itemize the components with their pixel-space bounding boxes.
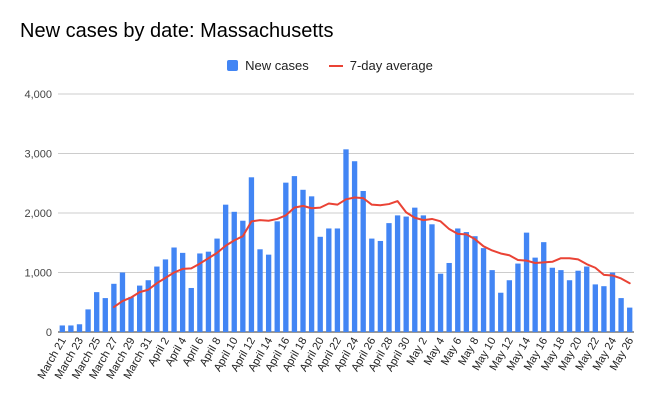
bar-new-cases[interactable]	[369, 238, 375, 332]
bar-new-cases[interactable]	[437, 273, 444, 332]
legend-swatch-bar	[227, 60, 239, 71]
bar-new-cases[interactable]	[102, 298, 108, 332]
y-tick-label: 1,000	[24, 268, 52, 280]
legend-item-7-day-average[interactable]: 7-day average	[328, 58, 433, 73]
bar-new-cases[interactable]	[128, 296, 134, 332]
bar-new-cases[interactable]	[377, 240, 384, 332]
bar-new-cases[interactable]	[412, 207, 418, 332]
bar-new-cases[interactable]	[343, 149, 349, 332]
bar-new-cases[interactable]	[240, 220, 246, 332]
bar-new-cases[interactable]	[549, 267, 555, 332]
bar-new-cases[interactable]	[68, 325, 74, 332]
bar-new-cases[interactable]	[429, 224, 435, 332]
bar-new-cases[interactable]	[171, 247, 177, 332]
bar-new-cases[interactable]	[498, 292, 504, 332]
y-tick-label: 0	[46, 327, 52, 339]
legend-item-new-cases[interactable]: New cases	[227, 58, 309, 73]
legend-label-new-cases: New cases	[245, 58, 309, 73]
bar-new-cases[interactable]	[601, 286, 607, 332]
bar-new-cases[interactable]	[231, 211, 237, 332]
bar-new-cases[interactable]	[584, 266, 590, 332]
bar-new-cases[interactable]	[162, 259, 169, 332]
bar-new-cases[interactable]	[291, 176, 298, 332]
bar-new-cases[interactable]	[592, 284, 598, 332]
y-tick-label: 4,000	[24, 89, 52, 101]
bar-new-cases[interactable]	[541, 242, 547, 332]
bar-new-cases[interactable]	[222, 204, 229, 332]
bar-new-cases[interactable]	[575, 270, 581, 332]
line-7-day-average[interactable]	[112, 196, 631, 309]
bar-new-cases[interactable]	[283, 182, 289, 332]
legend-swatch-line	[328, 64, 343, 67]
y-tick-label: 2,000	[24, 208, 52, 220]
bar-new-cases[interactable]	[85, 309, 91, 332]
bar-new-cases[interactable]	[360, 190, 366, 332]
bar-new-cases[interactable]	[274, 221, 280, 332]
bar-new-cases[interactable]	[137, 285, 143, 332]
bar-new-cases[interactable]	[197, 253, 203, 332]
bar-new-cases[interactable]	[94, 292, 100, 332]
bar-new-cases[interactable]	[523, 232, 530, 332]
bar-new-cases[interactable]	[248, 177, 255, 332]
bar-new-cases[interactable]	[394, 215, 401, 332]
bar-new-cases[interactable]	[532, 257, 538, 332]
bar-new-cases[interactable]	[455, 228, 461, 332]
bar-new-cases[interactable]	[506, 280, 513, 332]
bar-new-cases[interactable]	[308, 196, 315, 332]
bar-new-cases[interactable]	[472, 236, 478, 332]
bar-new-cases[interactable]	[326, 228, 332, 332]
bar-new-cases[interactable]	[257, 249, 263, 332]
bar-new-cases[interactable]	[214, 238, 220, 332]
bar-new-cases[interactable]	[558, 270, 564, 332]
legend: New cases 7-day average	[0, 58, 656, 73]
bar-new-cases[interactable]	[188, 287, 194, 332]
legend-label-7-day-average: 7-day average	[349, 58, 433, 73]
bar-new-cases[interactable]	[420, 215, 427, 332]
bar-new-cases[interactable]	[566, 280, 573, 332]
bar-new-cases[interactable]	[317, 236, 323, 332]
bar-new-cases[interactable]	[334, 228, 341, 332]
bar-new-cases[interactable]	[618, 298, 624, 332]
bar-new-cases[interactable]	[515, 263, 521, 332]
bar-new-cases[interactable]	[179, 252, 186, 332]
y-tick-label: 3,000	[24, 149, 52, 161]
bar-new-cases[interactable]	[59, 325, 65, 332]
bar-new-cases[interactable]	[351, 161, 358, 332]
bar-new-cases[interactable]	[446, 262, 452, 332]
bar-new-cases[interactable]	[386, 223, 392, 332]
bar-new-cases[interactable]	[609, 272, 616, 333]
bar-new-cases[interactable]	[627, 307, 633, 332]
bar-new-cases[interactable]	[265, 254, 272, 332]
bar-new-cases[interactable]	[145, 280, 151, 332]
bar-new-cases[interactable]	[300, 189, 306, 332]
bar-new-cases[interactable]	[76, 324, 83, 332]
bar-new-cases[interactable]	[403, 216, 409, 332]
bar-new-cases[interactable]	[463, 232, 470, 332]
bar-new-cases[interactable]	[480, 248, 487, 332]
chart-title: New cases by date: Massachusetts	[20, 20, 334, 42]
bar-new-cases[interactable]	[489, 270, 495, 332]
bar-new-cases[interactable]	[205, 251, 212, 332]
bar-new-cases[interactable]	[154, 266, 160, 332]
